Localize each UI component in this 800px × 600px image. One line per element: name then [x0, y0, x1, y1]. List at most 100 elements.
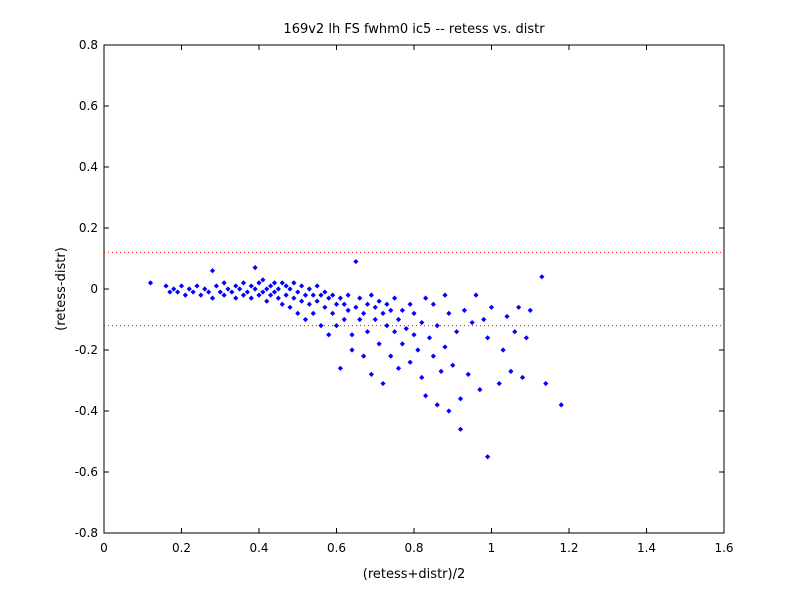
data-point [364, 301, 371, 307]
data-point [469, 319, 475, 326]
data-point [322, 289, 328, 295]
data-point [248, 295, 254, 301]
data-point [426, 335, 433, 341]
data-point [252, 286, 258, 292]
data-point [330, 310, 336, 316]
data-point [213, 283, 219, 289]
y-tick-label: 0.8 [79, 38, 98, 52]
data-point [256, 280, 262, 286]
data-point [481, 316, 487, 323]
data-point [411, 310, 417, 316]
data-point [186, 286, 192, 292]
x-tick-label: 1.6 [714, 541, 733, 555]
data-point [368, 371, 374, 377]
data-point [496, 380, 502, 387]
data-point [446, 310, 452, 316]
data-point [175, 289, 181, 295]
data-point [244, 289, 250, 295]
data-point [434, 323, 440, 329]
data-point [376, 341, 382, 347]
data-point [508, 368, 514, 374]
data-point [527, 307, 533, 313]
y-axis-label: (retess-distr) [54, 247, 69, 331]
data-point [283, 292, 289, 298]
y-tick-label: 0.4 [79, 160, 98, 174]
data-point [500, 347, 506, 353]
data-point [190, 289, 196, 295]
data-point [260, 277, 266, 283]
data-point [345, 307, 351, 313]
data-point [457, 396, 464, 402]
x-tick-label: 0.2 [172, 541, 191, 555]
data-point [353, 258, 359, 265]
data-point [372, 316, 378, 323]
data-point [388, 353, 394, 359]
data-point [372, 304, 378, 310]
data-point [318, 292, 324, 298]
data-point [337, 365, 343, 371]
data-point [392, 329, 398, 335]
data-point [395, 316, 402, 323]
data-point [268, 292, 274, 298]
data-point [167, 289, 173, 295]
data-point [337, 295, 343, 301]
data-point [299, 298, 305, 304]
data-point [240, 280, 247, 286]
data-point [291, 280, 297, 286]
data-point [512, 329, 518, 335]
data-point [217, 289, 223, 295]
x-tick-label: 0.6 [327, 541, 346, 555]
data-point [314, 283, 320, 289]
data-point [357, 316, 363, 323]
data-point [465, 371, 471, 377]
data-point [252, 265, 258, 271]
data-point [442, 344, 448, 350]
data-point [279, 301, 285, 307]
data-point [198, 292, 204, 298]
y-tick-label: -0.6 [75, 465, 98, 479]
data-point [434, 402, 440, 408]
x-tick-label: 1.4 [637, 541, 656, 555]
data-point [442, 292, 448, 298]
data-point [361, 353, 367, 359]
data-point [349, 332, 355, 338]
data-point [399, 341, 405, 347]
data-point [485, 335, 491, 341]
data-point [543, 380, 549, 387]
data-point [182, 292, 188, 298]
data-point [287, 286, 293, 292]
data-point [473, 292, 479, 298]
data-point [306, 286, 312, 292]
data-point [345, 292, 351, 298]
data-point [326, 332, 332, 338]
data-point [268, 283, 274, 289]
data-point [415, 347, 421, 353]
data-point [260, 289, 266, 295]
y-tick-label: 0.6 [79, 99, 98, 113]
data-point [477, 387, 483, 393]
data-point [237, 286, 243, 292]
y-tick-label: -0.4 [75, 404, 98, 418]
data-point [194, 283, 200, 289]
data-point [322, 304, 328, 310]
data-point [333, 301, 340, 307]
data-points [147, 258, 564, 460]
x-tick-label: 0 [100, 541, 108, 555]
y-axis-ticks: -0.8 -0.6 -0.4 -0.2 0 0.2 0.4 0.6 0.8 [75, 38, 724, 540]
x-tick-label: 1 [488, 541, 496, 555]
data-point [306, 301, 312, 307]
data-point [368, 292, 374, 298]
data-point [523, 335, 529, 341]
data-point [392, 295, 398, 301]
data-point [430, 353, 436, 359]
data-point [202, 286, 208, 292]
data-point [364, 329, 371, 335]
data-point [287, 304, 293, 310]
data-point [539, 274, 545, 280]
data-point [283, 283, 289, 289]
data-point [279, 280, 285, 286]
data-point [147, 280, 154, 286]
data-point [461, 307, 467, 313]
data-point [275, 286, 281, 292]
